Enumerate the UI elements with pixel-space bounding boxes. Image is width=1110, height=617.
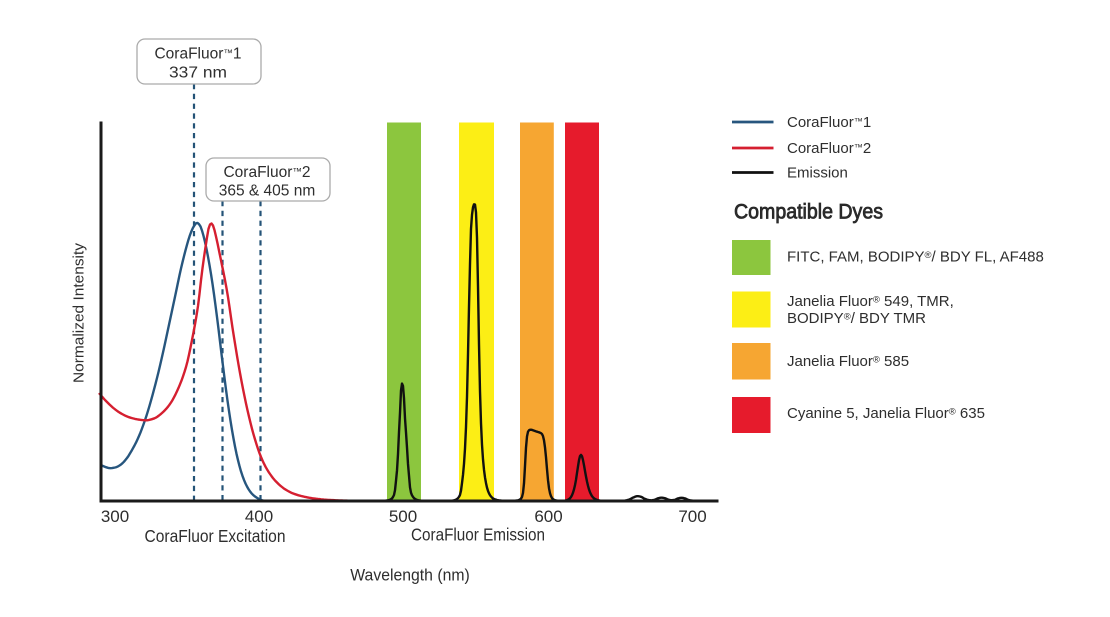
svg-text:FITC, FAM, BODIPY®/ BDY FL, AF: FITC, FAM, BODIPY®/ BDY FL, AF488: [787, 248, 1044, 265]
svg-text:Compatible Dyes: Compatible Dyes: [734, 201, 883, 224]
svg-text:600: 600: [534, 507, 562, 526]
svg-text:337 nm: 337 nm: [169, 65, 227, 82]
svg-text:CoraFluor Emission: CoraFluor Emission: [411, 525, 545, 545]
svg-text:Janelia Fluor® 549, TMR,: Janelia Fluor® 549, TMR,: [787, 293, 954, 310]
svg-text:Cyanine 5, Janelia Fluor® 635: Cyanine 5, Janelia Fluor® 635: [787, 405, 985, 422]
svg-text:Wavelength (nm): Wavelength (nm): [350, 567, 470, 585]
svg-text:Janelia Fluor® 585: Janelia Fluor® 585: [787, 353, 909, 370]
svg-text:500: 500: [389, 507, 417, 526]
svg-text:CoraFluor™1: CoraFluor™1: [154, 46, 241, 63]
svg-text:Emission: Emission: [787, 165, 848, 182]
svg-text:700: 700: [678, 507, 706, 526]
svg-text:BODIPY®/ BDY TMR: BODIPY®/ BDY TMR: [787, 310, 926, 327]
svg-text:CoraFluor™2: CoraFluor™2: [223, 164, 310, 181]
svg-text:CoraFluor Excitation: CoraFluor Excitation: [145, 526, 286, 546]
svg-text:400: 400: [245, 507, 273, 526]
svg-text:CoraFluor™2: CoraFluor™2: [787, 140, 871, 157]
svg-text:365 & 405 nm: 365 & 405 nm: [219, 183, 316, 200]
svg-text:300: 300: [101, 507, 129, 526]
svg-text:CoraFluor™1: CoraFluor™1: [787, 114, 871, 131]
svg-text:Normalized Intensity: Normalized Intensity: [72, 242, 88, 383]
